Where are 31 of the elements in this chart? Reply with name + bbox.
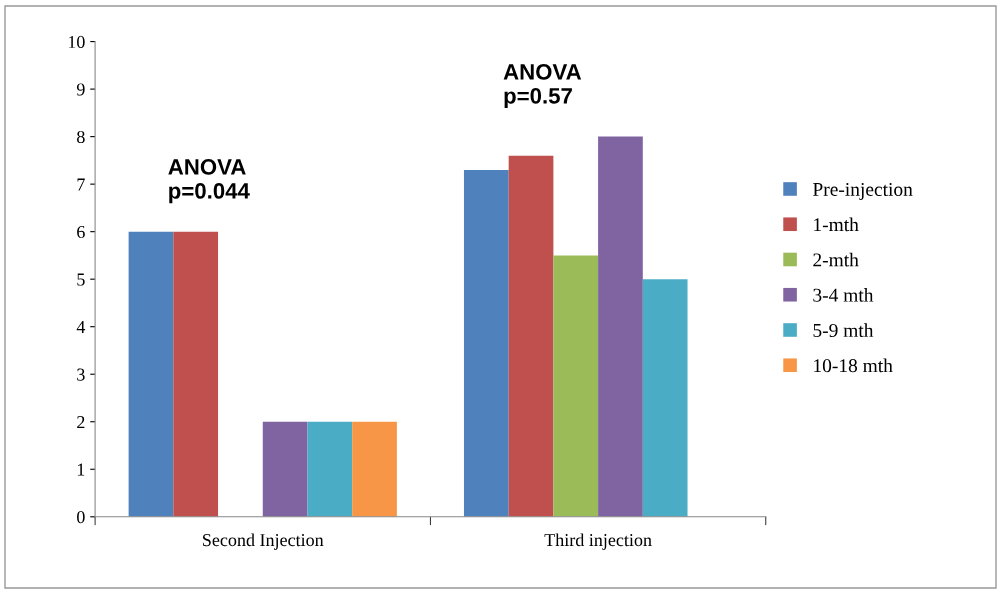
legend-label: 3-4 mth	[813, 288, 874, 302]
legend-label: Pre-injection	[812, 182, 913, 200]
y-tick-label: 5	[77, 273, 85, 286]
x-tick-label: Second Injection	[203, 533, 324, 550]
legend-label: 10-18 mth	[814, 358, 893, 373]
y-tick-label: 8	[77, 130, 85, 144]
bar	[598, 136, 643, 517]
y-tick-label: 0	[77, 511, 85, 524]
bar	[307, 421, 353, 517]
legend-label: 5-9 mth	[813, 323, 874, 337]
bar	[642, 279, 688, 517]
bar	[173, 231, 219, 517]
y-tick-label: 9	[76, 83, 85, 96]
y-tick-label: 7	[77, 178, 85, 191]
y-tick-label: 2	[77, 416, 85, 428]
x-tick-label: Third injection	[544, 533, 652, 550]
y-tick-label: 10	[68, 35, 85, 49]
annotation: ANOVA p=0.044	[168, 159, 250, 204]
y-tick-label: 3	[77, 368, 85, 381]
legend-label: 1-mth	[814, 217, 859, 232]
bar	[463, 169, 509, 517]
bar	[128, 231, 174, 517]
bar	[262, 421, 308, 517]
bar	[352, 421, 397, 517]
legend-label: 2-mth	[813, 252, 859, 267]
y-tick-label: 4	[76, 321, 86, 333]
bar	[553, 255, 599, 517]
bar	[508, 155, 554, 517]
y-tick-label: 1	[77, 463, 85, 476]
annotation: ANOVA p=0.57	[503, 64, 582, 109]
y-tick-label: 6	[77, 225, 85, 239]
